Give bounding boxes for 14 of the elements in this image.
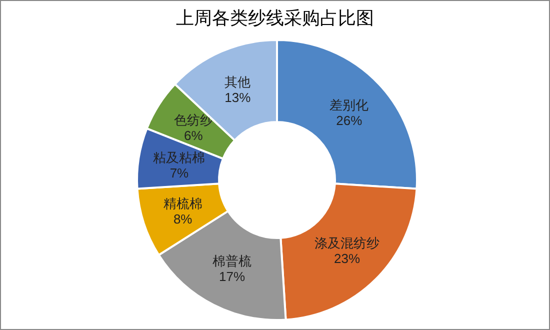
slice-label: 棉普梳 bbox=[212, 254, 252, 269]
slice-label: 涤及混纺纱 bbox=[314, 235, 380, 250]
data-label: 7% bbox=[170, 166, 190, 181]
data-label: 13% bbox=[224, 90, 252, 106]
slice-label: 精梳棉 bbox=[163, 196, 202, 211]
slice-label: 其他 bbox=[224, 74, 251, 90]
data-label: 26% bbox=[336, 113, 363, 128]
slice-label: 差别化 bbox=[330, 98, 369, 113]
data-label: 17% bbox=[219, 269, 246, 284]
data-label: 6% bbox=[184, 128, 204, 143]
data-label: 23% bbox=[334, 251, 360, 266]
slice-label: 粘及粘棉 bbox=[153, 150, 206, 165]
data-label: 8% bbox=[173, 212, 193, 227]
chart-title: 上周各类纱线采购占比图 bbox=[176, 8, 374, 28]
